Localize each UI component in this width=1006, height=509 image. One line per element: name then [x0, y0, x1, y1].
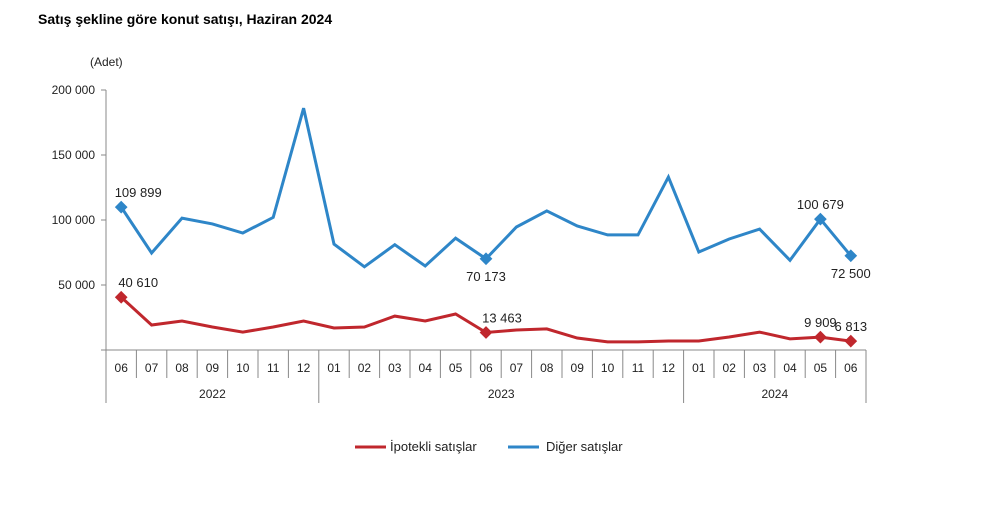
- x-tick-label: 09: [571, 361, 585, 375]
- x-tick-label: 03: [753, 361, 767, 375]
- y-axis-label: (Adet): [90, 55, 123, 69]
- data-label: 40 610: [118, 275, 158, 290]
- x-tick-label: 12: [297, 361, 311, 375]
- x-tick-label: 06: [479, 361, 493, 375]
- y-tick-label: 50 000: [58, 278, 95, 292]
- data-point-marker: [479, 326, 493, 339]
- x-tick-label: 03: [388, 361, 402, 375]
- x-tick-label: 08: [175, 361, 189, 375]
- x-tick-label: 08: [540, 361, 554, 375]
- x-tick-label: 06: [844, 361, 858, 375]
- y-tick-label: 150 000: [52, 148, 96, 162]
- data-label: 100 679: [797, 197, 844, 212]
- x-tick-label: 10: [601, 361, 615, 375]
- chart-title: Satış şekline göre konut satışı, Haziran…: [38, 11, 333, 27]
- x-tick-label: 06: [115, 361, 129, 375]
- x-tick-label: 01: [692, 361, 706, 375]
- x-tick-label: 07: [145, 361, 159, 375]
- y-tick-label: 200 000: [52, 83, 96, 97]
- year-label: 2024: [761, 387, 788, 401]
- data-point-marker: [114, 200, 128, 214]
- data-point-marker: [814, 330, 827, 344]
- data-label: 109 899: [115, 185, 162, 200]
- x-tick-label: 11: [632, 361, 645, 375]
- year-label: 2022: [199, 387, 226, 401]
- data-label: 9 909: [804, 315, 837, 330]
- x-tick-label: 05: [449, 361, 463, 375]
- legend-label: İpotekli satışlar: [390, 439, 477, 454]
- x-tick-label: 07: [510, 361, 524, 375]
- x-tick-label: 10: [236, 361, 250, 375]
- data-point-marker: [114, 290, 128, 304]
- x-tick-label: 11: [267, 361, 280, 375]
- x-tick-label: 04: [419, 361, 433, 375]
- year-label: 2023: [488, 387, 515, 401]
- series-line-diger: [119, 107, 852, 269]
- x-tick-label: 01: [327, 361, 341, 375]
- legend-label: Diğer satışlar: [546, 439, 623, 454]
- data-label: 13 463: [482, 310, 522, 325]
- y-tick-label: 100 000: [52, 213, 96, 227]
- x-tick-label: 05: [814, 361, 828, 375]
- data-label: 70 173: [466, 269, 506, 284]
- data-label: 6 813: [835, 319, 868, 334]
- x-tick-label: 02: [358, 361, 372, 375]
- x-tick-label: 12: [662, 361, 676, 375]
- x-tick-label: 04: [783, 361, 797, 375]
- data-label: 72 500: [831, 266, 871, 281]
- x-tick-label: 02: [723, 361, 737, 375]
- x-tick-label: 09: [206, 361, 220, 375]
- data-point-marker: [844, 334, 858, 348]
